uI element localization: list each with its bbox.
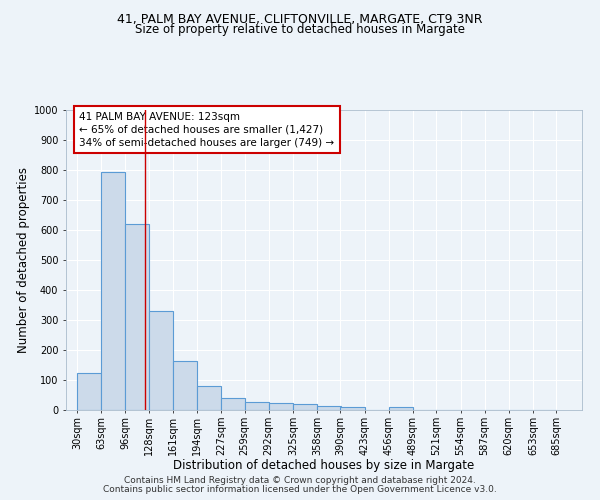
Text: Contains public sector information licensed under the Open Government Licence v3: Contains public sector information licen… [103, 485, 497, 494]
Bar [245, 402, 269, 410]
X-axis label: Distribution of detached houses by size in Margate: Distribution of detached houses by size … [173, 459, 475, 472]
Bar [269, 402, 293, 410]
Text: Size of property relative to detached houses in Margate: Size of property relative to detached ho… [135, 22, 465, 36]
Bar [173, 360, 197, 410]
Bar [293, 404, 317, 410]
Bar [125, 224, 149, 410]
Text: Contains HM Land Registry data © Crown copyright and database right 2024.: Contains HM Land Registry data © Crown c… [124, 476, 476, 485]
Bar [197, 386, 221, 410]
Text: 41, PALM BAY AVENUE, CLIFTONVILLE, MARGATE, CT9 3NR: 41, PALM BAY AVENUE, CLIFTONVILLE, MARGA… [117, 12, 483, 26]
Text: 41 PALM BAY AVENUE: 123sqm
← 65% of detached houses are smaller (1,427)
34% of s: 41 PALM BAY AVENUE: 123sqm ← 65% of deta… [79, 112, 334, 148]
Bar [77, 372, 101, 410]
Bar [389, 407, 413, 410]
Bar [149, 311, 173, 410]
Bar [101, 172, 125, 410]
Bar [340, 407, 365, 410]
Y-axis label: Number of detached properties: Number of detached properties [17, 167, 29, 353]
Bar [221, 398, 245, 410]
Bar [317, 406, 341, 410]
